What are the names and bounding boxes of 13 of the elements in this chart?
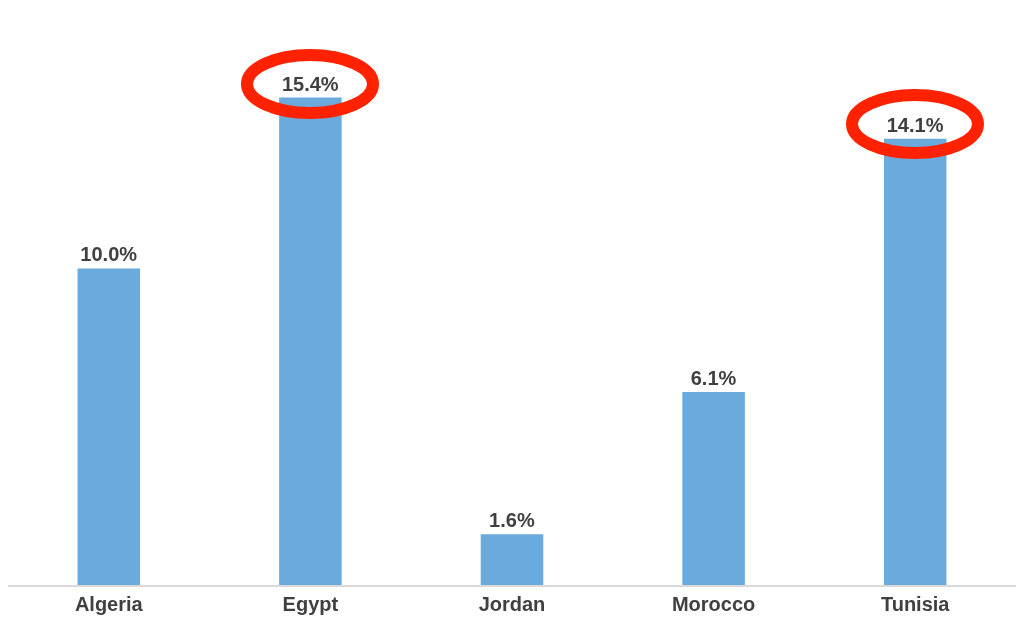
x-tick-label: Tunisia bbox=[880, 592, 951, 615]
data-label: 14.1% bbox=[886, 113, 944, 136]
data-label: 10.0% bbox=[80, 243, 138, 266]
bar bbox=[682, 391, 745, 585]
data-label: 15.4% bbox=[281, 72, 339, 95]
x-tick-label: Egypt bbox=[282, 592, 339, 615]
data-label: 1.6% bbox=[489, 509, 535, 532]
x-tick-label: Algeria bbox=[74, 592, 144, 615]
data-label: 6.1% bbox=[690, 366, 737, 389]
bar bbox=[480, 534, 544, 585]
x-tick-label: Morocco bbox=[671, 592, 756, 615]
bar bbox=[77, 268, 141, 585]
x-tick-label: Jordan bbox=[478, 592, 546, 615]
